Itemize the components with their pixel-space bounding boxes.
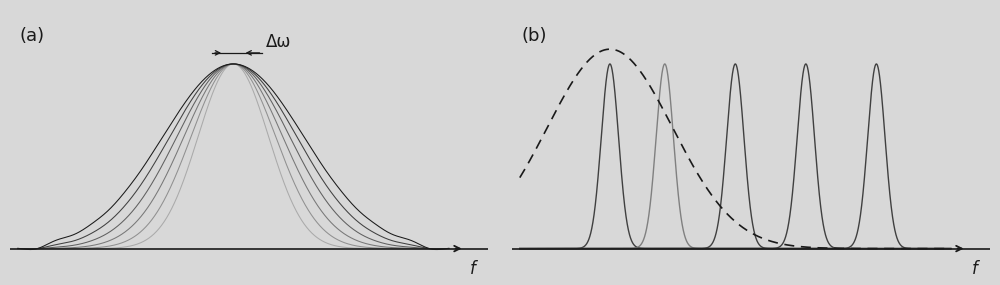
- Text: f: f: [971, 260, 977, 278]
- Text: (b): (b): [522, 27, 547, 45]
- Text: (a): (a): [20, 27, 45, 45]
- Text: Δω: Δω: [266, 33, 292, 51]
- Text: f: f: [469, 260, 475, 278]
